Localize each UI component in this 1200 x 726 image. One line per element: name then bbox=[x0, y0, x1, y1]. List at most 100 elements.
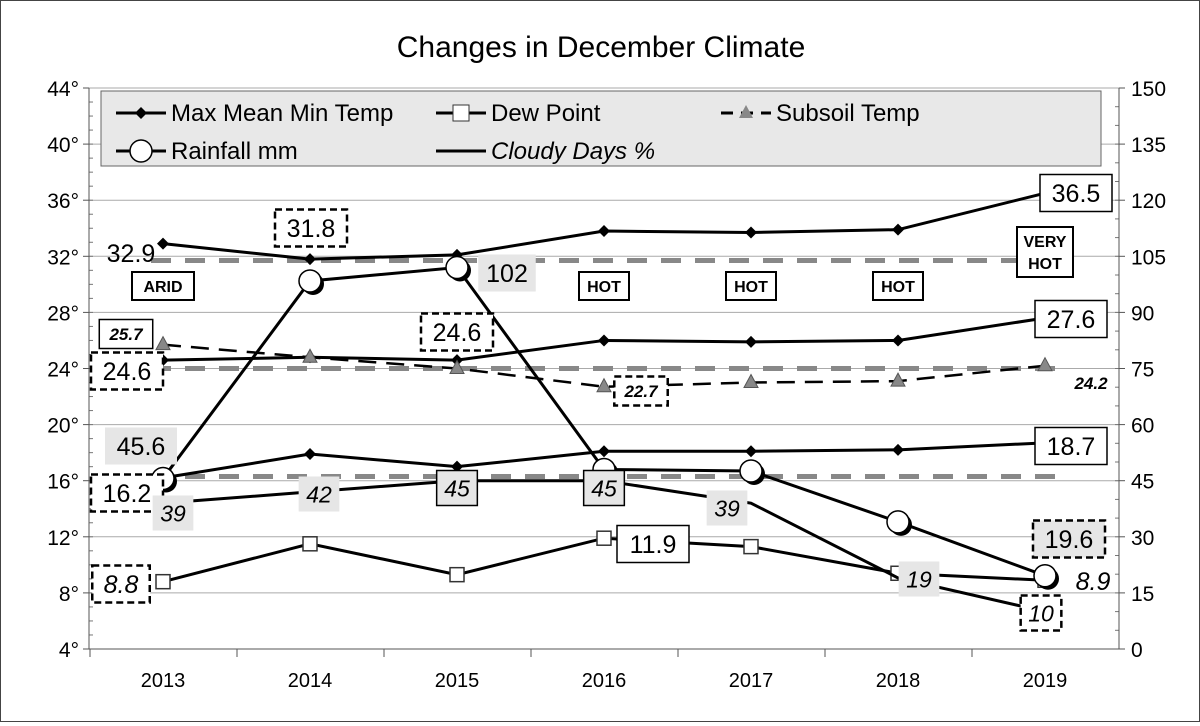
marker-triangle bbox=[449, 359, 465, 374]
x-tick-label: 2017 bbox=[729, 670, 774, 692]
data-label: 39 bbox=[706, 490, 748, 526]
legend-label: Max Mean Min Temp bbox=[171, 100, 393, 127]
data-label-fill bbox=[105, 427, 177, 465]
data-label: 27.6 bbox=[1034, 299, 1108, 339]
data-label: 45 bbox=[435, 469, 479, 507]
marker-circle bbox=[445, 255, 469, 280]
marker-square bbox=[743, 538, 759, 555]
data-label: 19.6 bbox=[1031, 519, 1107, 559]
data-label-box bbox=[616, 524, 690, 564]
y-left-tick-label: 20° bbox=[47, 415, 79, 438]
data-label: 8.9 bbox=[1076, 568, 1111, 596]
legend: Max Mean Min Temp Dew Point Subsoil Temp Ra… bbox=[100, 90, 1102, 167]
marker-circle bbox=[886, 510, 910, 534]
data-label-text: 11.9 bbox=[630, 531, 677, 559]
data-label-text: 24.6 bbox=[433, 319, 482, 347]
y-left-tick-label: 28° bbox=[47, 302, 79, 325]
y-left-tick-label: 40° bbox=[47, 134, 79, 157]
data-label-text: 45 bbox=[444, 475, 470, 501]
data-label-box bbox=[98, 318, 154, 350]
y-left-tick-label: 44° bbox=[47, 78, 79, 101]
y-right-tick-label: 90 bbox=[1131, 302, 1154, 325]
data-label-text: 39 bbox=[714, 495, 740, 521]
data-label: 45.6 bbox=[105, 427, 177, 465]
marker-diamond bbox=[892, 443, 904, 456]
marker-square bbox=[596, 530, 612, 546]
data-label: 11.9 bbox=[616, 524, 690, 564]
data-label: 24.2 bbox=[1073, 374, 1108, 393]
data-label-fill bbox=[152, 495, 194, 531]
data-label: 18.7 bbox=[1034, 426, 1108, 466]
data-label-dashed-box bbox=[89, 351, 165, 391]
marker-diamond bbox=[304, 448, 316, 461]
y-right-tick-label: 150 bbox=[1131, 78, 1166, 101]
legend-square-icon bbox=[452, 104, 470, 122]
y-right-tick-label: 60 bbox=[1131, 415, 1154, 438]
data-label-text: 32.9 bbox=[107, 240, 156, 268]
marker-diamond bbox=[451, 460, 463, 473]
condition-label-box bbox=[578, 271, 630, 301]
data-label-text: 24.6 bbox=[103, 358, 152, 386]
data-label-text: 22.7 bbox=[623, 382, 659, 401]
legend-circle-icon bbox=[129, 139, 153, 163]
marker-diamond bbox=[892, 334, 904, 347]
marker-diamond bbox=[157, 237, 169, 250]
marker-square bbox=[449, 566, 465, 583]
condition-label: HOT bbox=[1028, 256, 1062, 273]
y-right-tick-label: 105 bbox=[1131, 246, 1166, 269]
data-label: 24.6 bbox=[419, 312, 495, 352]
data-label: 24.6 bbox=[89, 351, 165, 391]
data-label-dashed-box bbox=[273, 208, 349, 248]
data-label: 19 bbox=[898, 561, 940, 597]
data-label-text: 27.6 bbox=[1047, 306, 1096, 334]
data-label-fill bbox=[1033, 520, 1105, 558]
legend-label: Cloudy Days % bbox=[491, 138, 655, 165]
condition-label-box bbox=[1016, 226, 1074, 278]
marker-triangle bbox=[743, 373, 759, 389]
data-label-text: 16.2 bbox=[103, 480, 152, 508]
data-label: 8.8 bbox=[91, 564, 151, 604]
y-left-tick-label: 32° bbox=[47, 246, 79, 269]
y-right-tick-label: 120 bbox=[1131, 190, 1166, 213]
marker-diamond bbox=[304, 253, 316, 266]
y-right-tick-label: 0 bbox=[1131, 639, 1143, 662]
legend-box bbox=[100, 90, 1102, 167]
data-label-text: 45 bbox=[591, 475, 617, 501]
data-label: 22.7 bbox=[613, 375, 669, 407]
marker-diamond bbox=[598, 334, 610, 347]
condition-label: ARID bbox=[143, 279, 182, 296]
data-label: 45 bbox=[582, 469, 626, 507]
data-label-text: 31.8 bbox=[287, 215, 336, 243]
data-label: 36.5 bbox=[1039, 173, 1113, 213]
y-right-tick-label: 75 bbox=[1131, 359, 1154, 382]
data-label-dashed-box bbox=[91, 564, 151, 604]
y-right-tick-label: 15 bbox=[1131, 583, 1154, 606]
marker-square bbox=[302, 536, 318, 552]
legend-label: Rainfall mm bbox=[171, 138, 298, 165]
marker-diamond bbox=[745, 226, 757, 239]
data-label-fill bbox=[898, 561, 940, 597]
data-label: 25.7 bbox=[98, 318, 154, 350]
data-label-dashed-box bbox=[419, 312, 495, 352]
marker-diamond bbox=[745, 335, 757, 348]
data-label: 16.2 bbox=[89, 473, 165, 513]
data-label-text: 19.6 bbox=[1045, 526, 1094, 554]
y-left-tick-label: 24° bbox=[47, 359, 79, 382]
data-label-text: 18.7 bbox=[1047, 433, 1096, 461]
marker-circle bbox=[1033, 563, 1057, 588]
marker-triangle bbox=[596, 377, 612, 393]
marker-circle bbox=[739, 459, 763, 483]
condition-label-box bbox=[725, 271, 777, 301]
chart-title: Changes in December Climate bbox=[397, 31, 806, 64]
legend-triangle-icon bbox=[739, 105, 753, 118]
condition-label: HOT bbox=[587, 279, 621, 296]
y-left-tick-label: 8° bbox=[59, 583, 79, 606]
condition-label: HOT bbox=[734, 279, 768, 296]
data-label-fill bbox=[478, 254, 536, 292]
data-label-fill bbox=[706, 490, 748, 526]
y-right-tick-label: 135 bbox=[1131, 134, 1166, 157]
data-label-box bbox=[435, 469, 479, 507]
marker-diamond bbox=[598, 225, 610, 238]
